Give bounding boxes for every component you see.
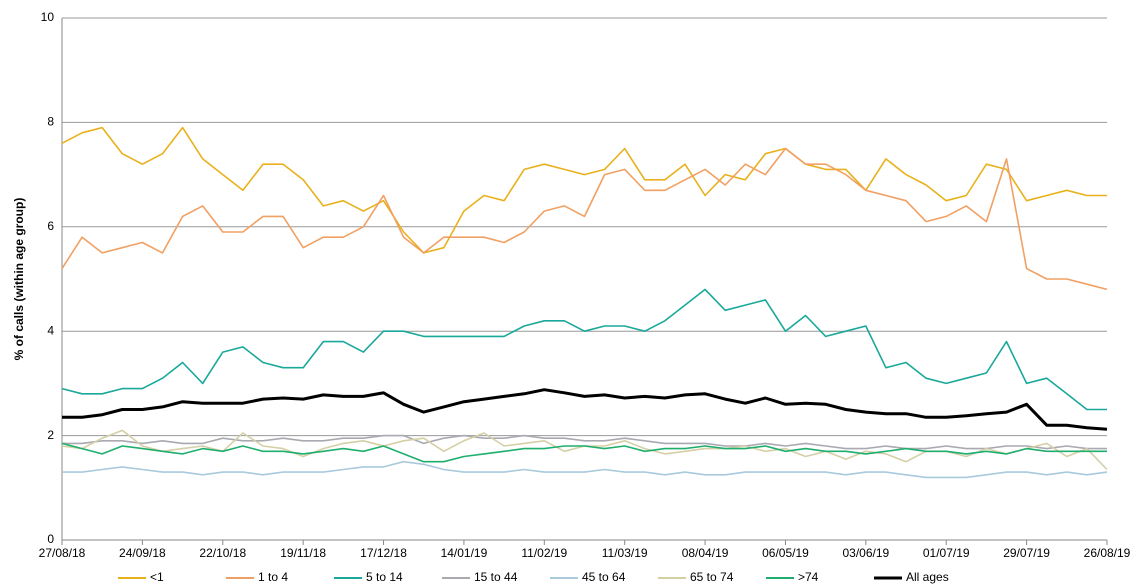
y-tick-label: 8 (47, 115, 54, 129)
series-line (62, 388, 1108, 431)
x-tick-label: 14/01/19 (441, 546, 488, 560)
x-tick-label: 29/07/19 (1003, 546, 1050, 560)
x-tick-label: 24/09/18 (119, 546, 166, 560)
series-line (61, 288, 1107, 411)
legend-label: >74 (798, 570, 819, 584)
legend-label: 45 to 64 (582, 570, 626, 584)
x-tick-label: 22/10/18 (199, 546, 246, 560)
x-tick-label: 19/11/18 (280, 546, 326, 560)
series-line (61, 147, 1108, 291)
y-tick-label: 2 (47, 428, 54, 442)
legend-label: 5 to 14 (366, 570, 403, 584)
y-tick-label: 6 (47, 219, 54, 233)
y-axis-title: % of calls (within age group) (12, 198, 26, 361)
series-line (61, 442, 1107, 463)
x-tick-label: 06/05/19 (762, 546, 809, 560)
legend-label: All ages (906, 570, 949, 584)
legend-label: 65 to 74 (690, 570, 734, 584)
x-tick-label: 11/02/19 (521, 546, 567, 560)
x-tick-label: 17/12/18 (360, 546, 407, 560)
x-tick-label: 01/07/19 (923, 546, 970, 560)
x-tick-label: 27/08/18 (39, 546, 86, 560)
legend-label: 15 to 44 (474, 570, 518, 584)
legend-label: 1 to 4 (258, 570, 288, 584)
x-tick-label: 26/08/19 (1084, 546, 1131, 560)
y-tick-label: 4 (47, 323, 54, 337)
legend-label: <1 (150, 570, 164, 584)
x-tick-label: 08/04/19 (682, 546, 729, 560)
series-line (61, 126, 1107, 254)
x-tick-label: 03/06/19 (842, 546, 889, 560)
y-tick-label: 10 (41, 10, 55, 24)
series-line (62, 460, 1108, 479)
x-tick-label: 11/03/19 (602, 546, 648, 560)
y-tick-label: 0 (47, 532, 54, 546)
